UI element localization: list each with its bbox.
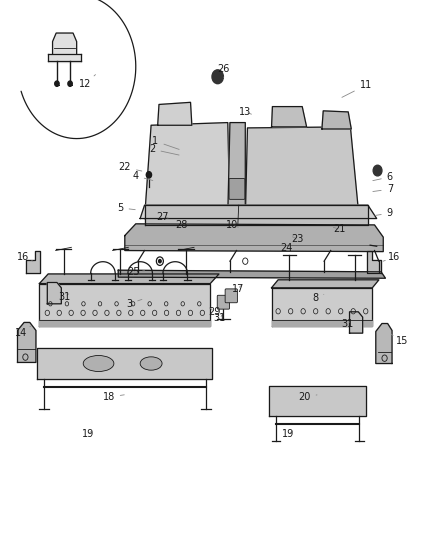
Text: 19: 19 bbox=[81, 430, 94, 439]
Text: 13: 13 bbox=[239, 107, 251, 117]
FancyBboxPatch shape bbox=[225, 289, 237, 303]
Text: 11: 11 bbox=[342, 80, 372, 98]
Text: 4: 4 bbox=[133, 171, 153, 181]
Circle shape bbox=[68, 81, 72, 86]
Polygon shape bbox=[125, 224, 383, 252]
Polygon shape bbox=[145, 205, 368, 225]
Polygon shape bbox=[145, 123, 230, 219]
Polygon shape bbox=[39, 274, 219, 284]
FancyBboxPatch shape bbox=[217, 295, 230, 309]
Text: 7: 7 bbox=[373, 184, 393, 194]
Text: 12: 12 bbox=[79, 75, 95, 88]
Text: 18: 18 bbox=[102, 392, 124, 402]
Text: 14: 14 bbox=[15, 326, 31, 338]
Polygon shape bbox=[376, 324, 392, 364]
Text: 24: 24 bbox=[281, 243, 293, 253]
Polygon shape bbox=[39, 284, 210, 326]
Text: 26: 26 bbox=[217, 64, 230, 77]
Polygon shape bbox=[158, 102, 192, 125]
Circle shape bbox=[55, 81, 59, 86]
Circle shape bbox=[146, 172, 152, 178]
Text: 21: 21 bbox=[333, 224, 346, 234]
Text: 31: 31 bbox=[213, 313, 225, 323]
Text: 31: 31 bbox=[59, 292, 71, 302]
Circle shape bbox=[373, 165, 382, 176]
Polygon shape bbox=[140, 205, 377, 219]
Polygon shape bbox=[245, 127, 359, 221]
Polygon shape bbox=[47, 282, 61, 304]
Text: 27: 27 bbox=[157, 212, 169, 222]
Text: 9: 9 bbox=[375, 208, 393, 218]
Circle shape bbox=[212, 70, 223, 84]
Text: 22: 22 bbox=[119, 163, 142, 172]
Text: 16: 16 bbox=[383, 252, 400, 262]
Text: 20: 20 bbox=[298, 392, 317, 402]
Text: 1: 1 bbox=[152, 136, 179, 149]
Polygon shape bbox=[26, 251, 40, 273]
Text: 28: 28 bbox=[176, 221, 188, 230]
Polygon shape bbox=[272, 107, 307, 127]
Text: 10: 10 bbox=[226, 220, 238, 230]
Text: 3: 3 bbox=[126, 299, 142, 309]
Text: 6: 6 bbox=[373, 172, 393, 182]
Text: 15: 15 bbox=[391, 334, 408, 346]
Polygon shape bbox=[322, 111, 351, 129]
Text: 16: 16 bbox=[17, 252, 33, 262]
Text: 31: 31 bbox=[341, 319, 353, 329]
Text: 8: 8 bbox=[312, 294, 324, 303]
Polygon shape bbox=[37, 348, 212, 379]
Polygon shape bbox=[39, 320, 210, 326]
Circle shape bbox=[159, 260, 161, 263]
Text: 23: 23 bbox=[292, 235, 304, 244]
Polygon shape bbox=[272, 280, 379, 288]
Text: 29: 29 bbox=[208, 307, 221, 317]
Text: 5: 5 bbox=[117, 203, 135, 213]
Text: 2: 2 bbox=[149, 144, 179, 155]
Polygon shape bbox=[118, 270, 385, 278]
Polygon shape bbox=[272, 320, 372, 326]
Polygon shape bbox=[269, 386, 366, 416]
Polygon shape bbox=[350, 312, 363, 333]
Polygon shape bbox=[48, 54, 81, 62]
Ellipse shape bbox=[83, 356, 114, 372]
Text: 25: 25 bbox=[127, 267, 145, 277]
Polygon shape bbox=[272, 288, 372, 326]
FancyBboxPatch shape bbox=[229, 179, 245, 199]
Polygon shape bbox=[228, 123, 245, 216]
Text: 19: 19 bbox=[282, 430, 294, 439]
Polygon shape bbox=[367, 251, 381, 273]
Text: 17: 17 bbox=[232, 285, 244, 294]
Polygon shape bbox=[53, 33, 77, 54]
Polygon shape bbox=[18, 322, 36, 362]
Ellipse shape bbox=[140, 357, 162, 370]
